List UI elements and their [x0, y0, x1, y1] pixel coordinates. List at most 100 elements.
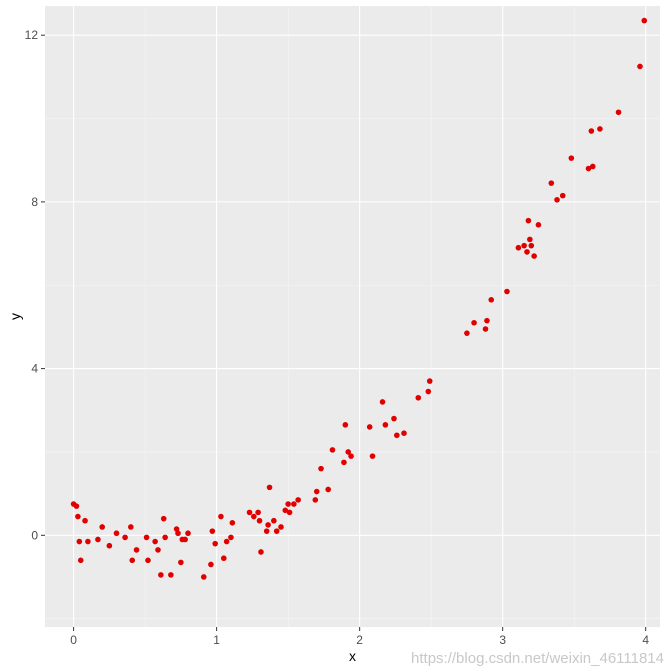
data-point: [521, 242, 527, 249]
data-point: [208, 561, 214, 568]
x-axis-title: x: [349, 648, 356, 664]
data-point: [286, 509, 293, 516]
data-point: [295, 497, 301, 503]
data-point: [379, 399, 386, 405]
data-point: [535, 222, 542, 228]
data-point: [312, 497, 319, 503]
data-point: [329, 447, 336, 453]
data-point: [528, 242, 535, 249]
data-point: [263, 528, 270, 534]
data-point: [342, 422, 349, 428]
data-point: [162, 534, 168, 541]
data-point: [464, 330, 470, 336]
data-point: [143, 534, 150, 541]
data-point: [426, 378, 433, 384]
data-point: [597, 126, 603, 132]
data-point: [220, 555, 227, 562]
data-point: [589, 163, 596, 170]
data-point: [525, 217, 532, 224]
data-point: [182, 536, 188, 543]
data-point: [471, 319, 477, 326]
data-point: [568, 155, 575, 161]
data-point: [73, 503, 80, 509]
data-point: [515, 244, 522, 251]
data-point: [133, 547, 140, 553]
data-point: [85, 538, 91, 545]
data-point: [122, 534, 128, 541]
data-point: [559, 192, 566, 199]
watermark: https://blog.csdn.net/weixin_46111814: [411, 650, 664, 667]
data-point: [588, 128, 595, 134]
data-point: [266, 484, 273, 491]
data-point: [285, 501, 291, 507]
data-point: [641, 17, 648, 24]
x-tick-label: 4: [642, 633, 649, 647]
data-point: [223, 538, 230, 545]
data-point: [318, 465, 324, 472]
data-point: [637, 63, 643, 70]
data-point: [229, 520, 236, 526]
data-point: [152, 538, 158, 545]
data-point: [185, 530, 191, 537]
x-tick-label: 3: [499, 633, 506, 647]
data-point: [615, 109, 622, 116]
data-point: [145, 557, 151, 564]
data-point: [548, 180, 555, 186]
data-point: [369, 453, 376, 459]
x-tick-label: 0: [70, 633, 77, 647]
data-point: [246, 509, 253, 516]
y-tick-label: 8: [31, 195, 38, 209]
data-point: [200, 574, 207, 580]
data-point: [256, 517, 263, 524]
data-point: [484, 317, 490, 324]
data-point: [524, 249, 530, 255]
data-point: [77, 557, 84, 564]
data-point: [345, 449, 352, 455]
data-point: [113, 530, 120, 537]
data-point: [531, 253, 537, 259]
data-point: [348, 453, 354, 459]
x-axis: 0 1 2 3 4: [70, 627, 649, 647]
data-point: [128, 524, 134, 530]
data-point: [255, 509, 261, 516]
y-axis: 0 4 8 12: [25, 28, 45, 542]
y-axis-title: y: [7, 313, 23, 320]
data-point: [482, 326, 489, 332]
data-point: [341, 459, 347, 466]
data-point: [95, 536, 101, 543]
data-points: [70, 17, 648, 580]
data-point: [175, 530, 181, 537]
data-point: [106, 542, 113, 549]
data-point: [527, 236, 533, 243]
data-point: [313, 488, 320, 495]
data-point: [160, 515, 167, 522]
data-point: [271, 517, 277, 524]
data-point: [585, 165, 592, 172]
data-point: [258, 549, 264, 555]
data-point: [212, 540, 218, 547]
data-point: [291, 501, 297, 507]
data-point: [129, 557, 136, 564]
data-point: [425, 388, 432, 395]
data-point: [391, 415, 397, 422]
data-point: [168, 572, 174, 578]
x-tick-label: 2: [356, 633, 363, 647]
data-point: [325, 486, 331, 493]
data-point: [75, 513, 81, 520]
plot-panel: [45, 6, 660, 627]
data-point: [415, 394, 422, 401]
data-point: [488, 297, 495, 303]
data-point: [228, 534, 234, 541]
data-point: [282, 507, 289, 514]
data-point: [382, 422, 389, 428]
data-point: [265, 522, 271, 528]
minor-gridlines: [45, 6, 660, 627]
data-point: [273, 528, 280, 534]
data-point: [554, 197, 560, 203]
data-point: [394, 432, 400, 439]
y-tick-label: 0: [31, 528, 38, 542]
data-point: [218, 513, 224, 520]
data-point: [76, 538, 83, 545]
data-point: [158, 572, 164, 578]
